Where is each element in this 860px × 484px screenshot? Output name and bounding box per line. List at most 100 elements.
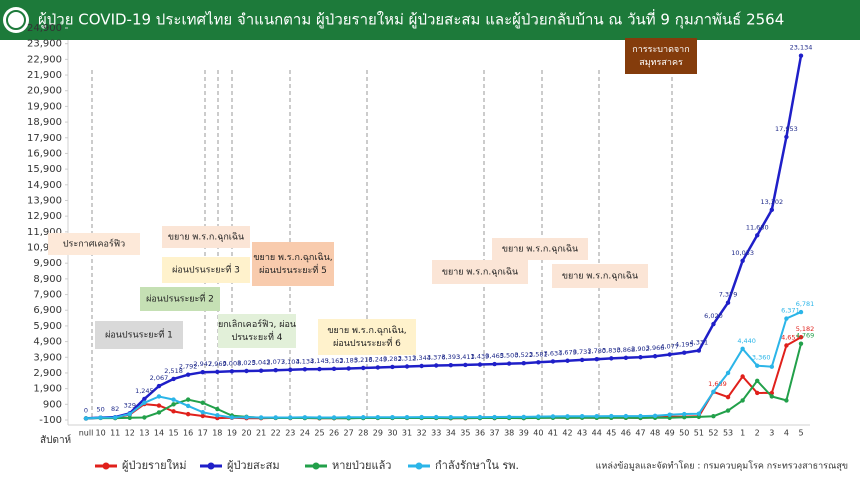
point: [536, 414, 541, 419]
y-tick-label: 6,900: [33, 305, 62, 316]
annotation-text: ขยาย พ.ร.ก.ฉุกเฉิน,: [253, 252, 332, 263]
x-tick-label: 22: [271, 429, 281, 438]
x-tick-label: 1: [740, 429, 745, 438]
point: [506, 414, 512, 420]
value-label: 3,439: [471, 353, 490, 361]
point: [623, 413, 629, 419]
point: [609, 413, 614, 419]
annotation-box: [218, 314, 296, 348]
value-label: 3,465: [485, 352, 504, 360]
annotation-box: [552, 264, 648, 288]
point: [156, 403, 162, 408]
point: [258, 415, 264, 420]
point: [361, 365, 366, 371]
annotation-box: [162, 257, 250, 283]
point: [215, 406, 220, 412]
value-label: 7,379: [719, 291, 738, 299]
x-tick-label: 13: [139, 429, 149, 438]
annotation-text: ประกาศเคอร์ฟิว: [63, 238, 125, 250]
point: [317, 366, 322, 372]
point: [288, 367, 293, 372]
point: [696, 348, 702, 353]
x-tick-label: 26: [329, 429, 339, 438]
point: [229, 369, 235, 374]
point: [244, 415, 249, 420]
value-label: 4,331: [690, 339, 709, 347]
value-label: 1,245: [135, 387, 154, 395]
annotation-box: [95, 321, 183, 349]
value-label: 3,393: [441, 353, 460, 361]
y-tick-label: 23,900: [27, 39, 62, 50]
point: [390, 364, 395, 370]
legend-marker: [312, 462, 320, 470]
value-label: 50: [96, 406, 104, 414]
point: [755, 390, 760, 396]
x-tick-label: 33: [431, 429, 441, 438]
point: [550, 414, 556, 419]
point: [725, 408, 731, 413]
point: [346, 366, 351, 371]
x-tick-label: 15: [168, 429, 178, 438]
point: [492, 414, 497, 420]
point: [346, 415, 351, 420]
y-tick-label: 22,900: [27, 54, 62, 65]
x-tick-label: 30: [387, 429, 397, 438]
point: [638, 355, 643, 360]
point: [156, 383, 162, 389]
point: [302, 415, 308, 420]
value-label: 1,689: [708, 380, 727, 388]
point: [784, 316, 789, 321]
point: [142, 400, 147, 405]
x-tick-label: 47: [635, 429, 645, 438]
point: [331, 366, 337, 372]
point: [127, 415, 132, 421]
value-label: 3,679: [558, 349, 577, 357]
point: [594, 356, 599, 362]
logo-ring: [6, 10, 26, 30]
point: [798, 341, 804, 346]
value-label: 3,780: [587, 347, 606, 355]
annotation-text: ขยาย พ.ร.ก.ฉุกเฉิน: [168, 232, 244, 243]
point: [229, 415, 235, 420]
value-label: 3,376: [427, 353, 446, 361]
point: [506, 361, 512, 366]
point: [594, 414, 599, 419]
point: [434, 363, 439, 368]
point: [448, 414, 453, 420]
value-label: 5,182: [796, 325, 815, 333]
x-tick-label: 14: [154, 429, 164, 438]
point: [769, 394, 775, 399]
point: [215, 369, 220, 375]
value-label: 2,067: [150, 374, 169, 382]
x-tick-label: 36: [475, 429, 485, 438]
y-tick-label: 8,900: [33, 274, 62, 285]
point: [521, 361, 526, 366]
y-tick-label: 13,900: [27, 195, 62, 206]
annotation-text: ขยาย พ.ร.ก.ฉุกเฉิน: [442, 267, 518, 278]
x-tick-label: 51: [694, 429, 704, 438]
point: [463, 414, 468, 420]
point: [185, 411, 191, 417]
value-label: 3,282: [383, 355, 402, 363]
point: [638, 413, 643, 419]
annotation-text: ขยาย พ.ร.ก.ฉุกเฉิน: [562, 271, 638, 282]
point: [682, 414, 687, 420]
point: [200, 370, 205, 375]
point: [579, 357, 585, 363]
x-tick-label: 29: [373, 429, 383, 438]
x-tick-label: 11: [110, 429, 120, 438]
x-tick-label: 2: [755, 429, 760, 438]
x-tick-label: null: [79, 429, 94, 438]
point: [798, 334, 804, 340]
x-tick-label: 53: [723, 429, 733, 438]
value-label: 3,868: [617, 346, 636, 354]
y-tick-label: 7,900: [33, 290, 62, 301]
x-tick-label: 10: [95, 429, 105, 438]
annotation-text: ผ่อนปรนระยะที่ 2: [146, 292, 214, 305]
point: [725, 394, 731, 400]
point: [156, 410, 162, 415]
value-label: 4,769: [796, 332, 815, 340]
point: [258, 368, 264, 373]
y-tick-label: 20,900: [27, 86, 62, 97]
x-tick-label: 21: [256, 429, 266, 438]
